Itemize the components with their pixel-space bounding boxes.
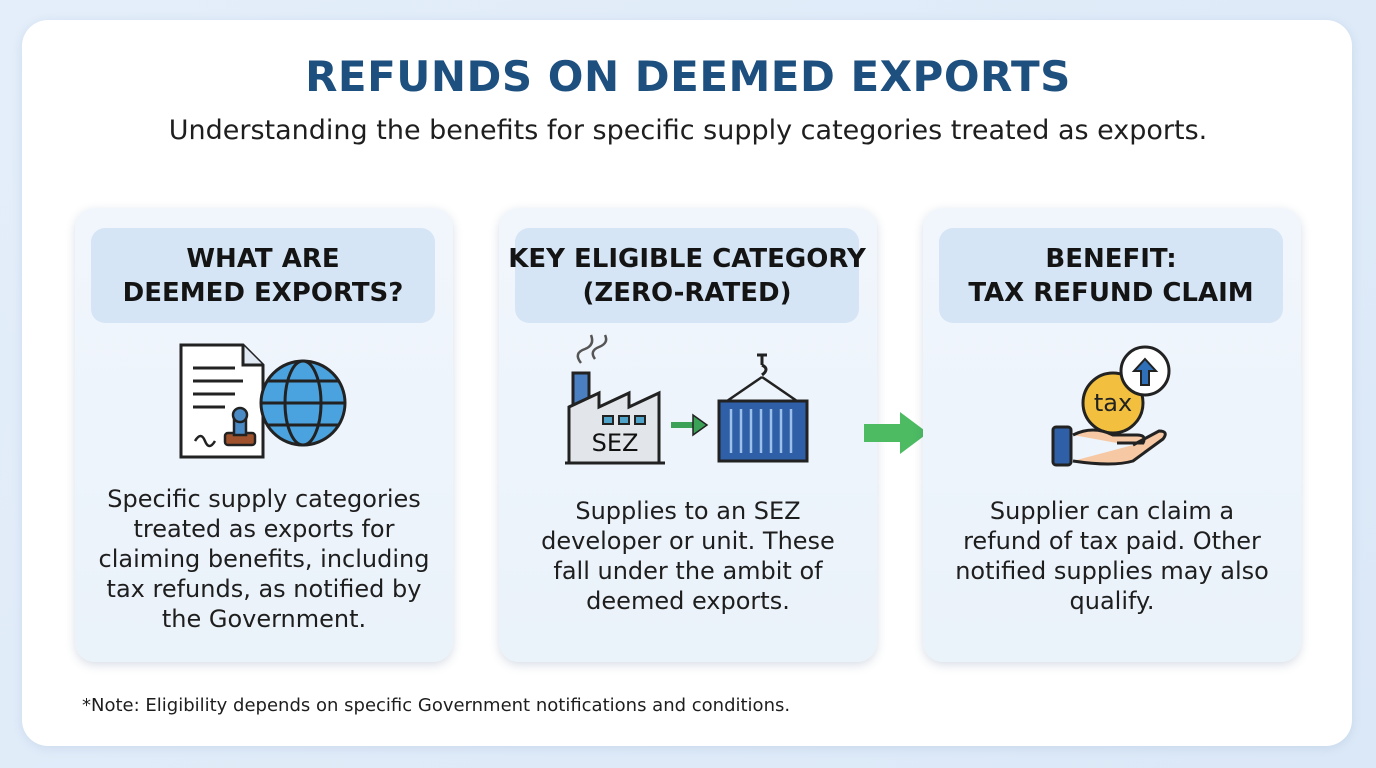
body-line: the Government. <box>161 605 367 633</box>
heading-line: KEY ELIGIBLE CATEGORY <box>508 243 866 274</box>
card: KEY ELIGIBLE CATEGORY (ZERO-RATED) SEZ Su… <box>499 208 877 662</box>
card-body: Supplies to an SEZ developer or unit. The… <box>499 496 877 616</box>
title: REFUNDS ON DEEMED EXPORTS <box>305 52 1071 101</box>
body-line: tax refunds, as notified by <box>106 575 422 603</box>
subtitle: Understanding the benefits for specific … <box>168 115 1208 146</box>
body-line: Supplier can claim a <box>989 497 1235 525</box>
heading-line: BENEFIT: <box>1045 243 1177 274</box>
heading-line: TAX REFUND CLAIM <box>968 277 1254 308</box>
card-body: Specific supply categories treated as exp… <box>75 484 453 634</box>
footnote: *Note: Eligibility depends on specific G… <box>82 695 791 716</box>
icon-label: tax <box>1094 389 1132 417</box>
flow-arrow <box>864 412 928 454</box>
body-line: developer or unit. These <box>541 527 835 555</box>
card-heading: BENEFIT: TAX REFUND CLAIM <box>939 228 1283 323</box>
body-line: notified supplies may also <box>955 557 1269 585</box>
heading-line: DEEMED EXPORTS? <box>122 277 404 308</box>
card-body: Supplier can claim a refund of tax paid. … <box>923 496 1301 616</box>
tax-refund-icon: tax <box>1051 345 1171 467</box>
body-line: claiming benefits, including <box>98 545 430 573</box>
card: BENEFIT: TAX REFUND CLAIM tax Supplier ca… <box>923 208 1301 662</box>
heading-line: WHAT ARE <box>186 243 340 274</box>
body-line: deemed exports. <box>586 587 790 615</box>
icon-label: SEZ <box>592 429 639 457</box>
card-heading: KEY ELIGIBLE CATEGORY (ZERO-RATED) <box>508 228 866 323</box>
body-line: qualify. <box>1069 587 1155 615</box>
factory-container-icon: SEZ <box>565 334 809 465</box>
body-line: Supplies to an SEZ <box>575 497 801 525</box>
body-line: refund of tax paid. Other <box>963 527 1261 555</box>
body-line: treated as exports for <box>133 515 395 543</box>
body-line: Specific supply categories <box>107 485 421 513</box>
body-line: fall under the ambit of <box>553 557 823 585</box>
document-globe-icon <box>179 343 347 459</box>
card: WHAT ARE DEEMED EXPORTS? Specific supply … <box>75 208 453 662</box>
heading-line: (ZERO-RATED) <box>582 277 792 308</box>
card-heading: WHAT ARE DEEMED EXPORTS? <box>91 228 435 323</box>
